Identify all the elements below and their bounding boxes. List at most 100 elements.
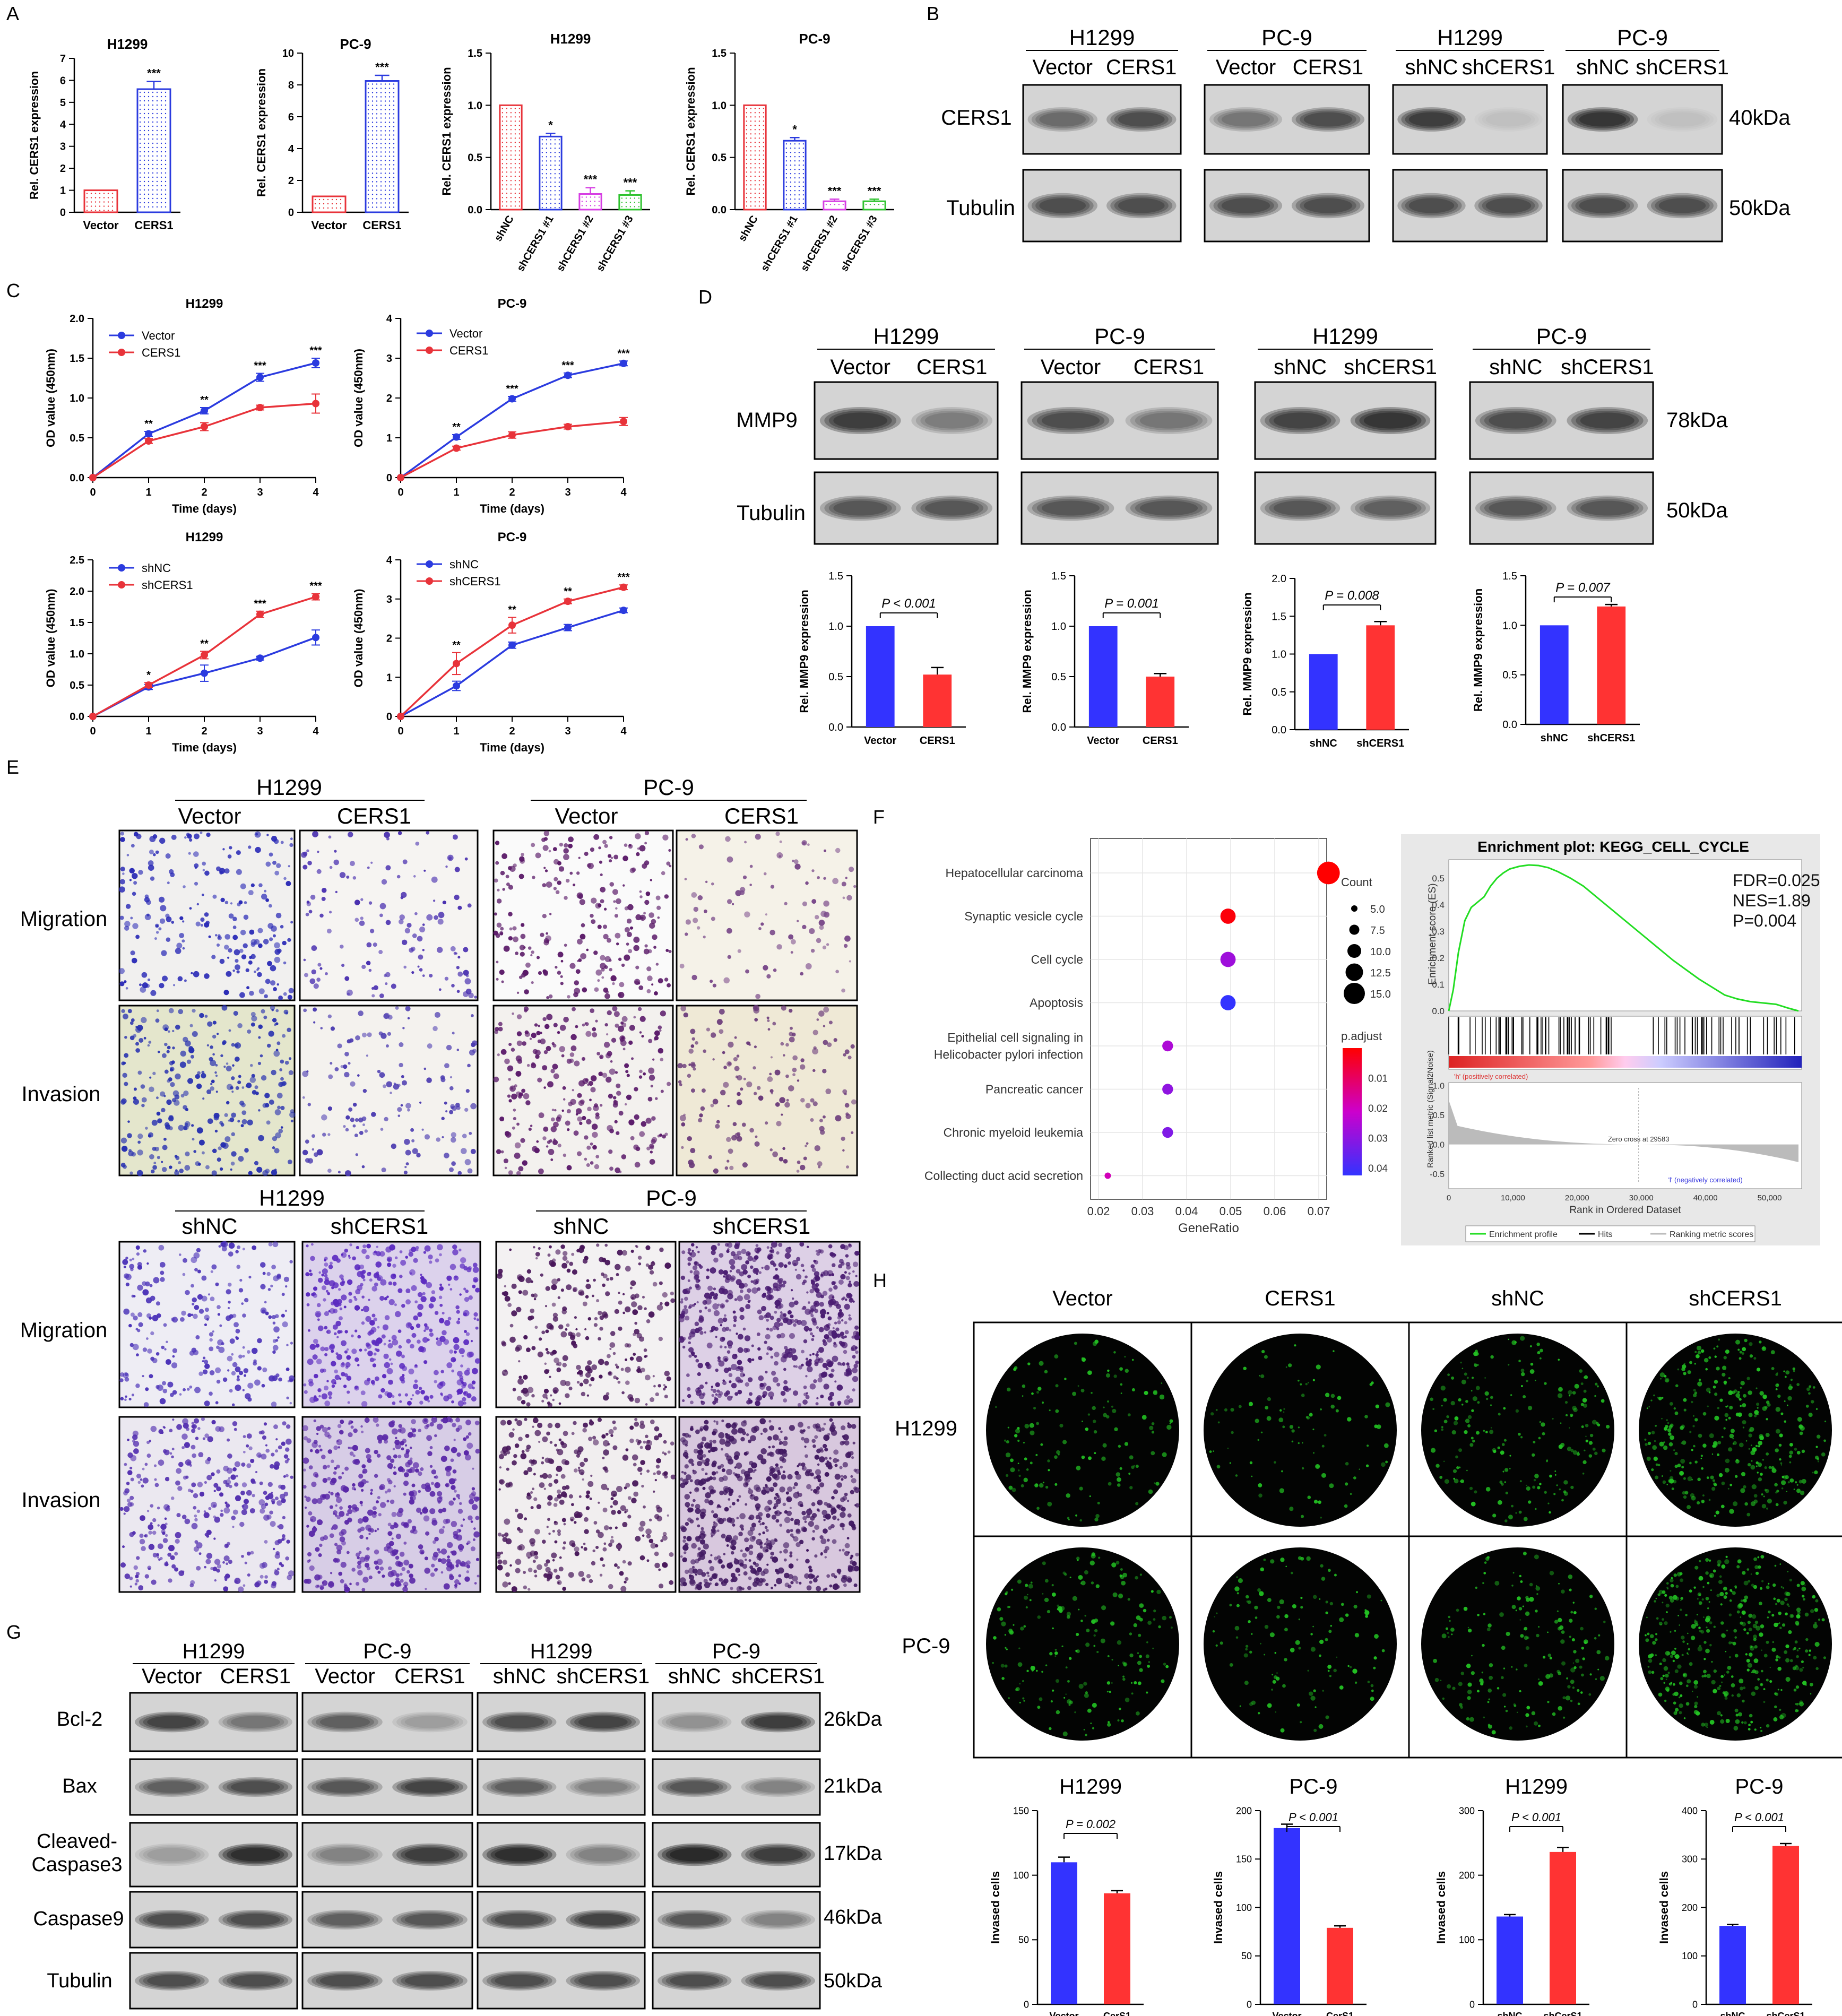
band bbox=[566, 1777, 640, 1797]
cell bbox=[836, 1304, 841, 1309]
cell bbox=[384, 1117, 388, 1122]
cell bbox=[306, 1244, 309, 1248]
cell bbox=[138, 870, 143, 875]
cell bbox=[610, 975, 617, 982]
y-tick-label: 0.0 bbox=[70, 711, 84, 723]
band bbox=[1027, 495, 1114, 521]
blot-membrane bbox=[1469, 381, 1654, 460]
cell bbox=[272, 1136, 278, 1141]
cell bbox=[350, 861, 355, 867]
cell bbox=[131, 1294, 135, 1298]
cell bbox=[626, 931, 632, 937]
bar-dot bbox=[501, 205, 504, 207]
cell bbox=[161, 1107, 166, 1113]
cell bbox=[362, 1123, 365, 1127]
cell bbox=[120, 837, 125, 842]
band bbox=[312, 1972, 378, 1989]
cell bbox=[125, 1395, 127, 1398]
bar-dot bbox=[510, 125, 512, 126]
cell bbox=[272, 1146, 275, 1149]
cell bbox=[542, 1065, 548, 1071]
bar-dot bbox=[802, 160, 805, 162]
cell bbox=[745, 969, 749, 974]
cell bbox=[562, 1086, 566, 1090]
bar-dot bbox=[143, 117, 145, 119]
bar-dot bbox=[754, 129, 756, 131]
cell bbox=[215, 1401, 219, 1405]
cell bbox=[237, 1375, 240, 1378]
cell bbox=[226, 1084, 233, 1091]
bar-dot bbox=[546, 198, 548, 200]
cell bbox=[333, 1332, 337, 1336]
band bbox=[661, 1911, 728, 1928]
cell bbox=[189, 1024, 193, 1027]
band bbox=[222, 1778, 289, 1796]
bar-dot bbox=[754, 197, 756, 198]
cell bbox=[316, 1303, 321, 1308]
bar-dot bbox=[758, 201, 760, 203]
cell bbox=[465, 1289, 469, 1293]
bar-dot bbox=[763, 112, 765, 114]
p-value: P = 0.002 bbox=[1066, 1818, 1115, 1831]
blot-membrane bbox=[129, 1952, 298, 2010]
y-tick-label: 400 bbox=[1682, 1805, 1698, 1816]
y-tick-label: 0.2 bbox=[1432, 953, 1445, 963]
bar-dot bbox=[143, 134, 145, 136]
cell bbox=[404, 1138, 410, 1145]
y-category-label: Hepatocellular carcinoma bbox=[945, 866, 1083, 880]
cell bbox=[187, 1313, 192, 1318]
band bbox=[307, 1711, 383, 1733]
bar-dot bbox=[746, 150, 748, 152]
cell bbox=[423, 1251, 427, 1254]
cell bbox=[357, 1335, 361, 1339]
bar-dot bbox=[148, 91, 150, 93]
lane-label: CERS1 bbox=[394, 1665, 465, 1688]
cell bbox=[333, 859, 339, 866]
band bbox=[1580, 412, 1635, 429]
cell bbox=[552, 1258, 556, 1262]
size-label: 46kDa bbox=[824, 1906, 883, 1928]
bar-dot bbox=[758, 108, 760, 109]
bar-dot bbox=[518, 184, 521, 186]
blot-membrane bbox=[301, 1692, 473, 1752]
band bbox=[566, 1971, 640, 1991]
y-tick-label: 0.0 bbox=[1272, 724, 1286, 736]
bar-dot bbox=[790, 165, 792, 166]
cell bbox=[704, 1306, 707, 1310]
cell bbox=[131, 1394, 135, 1397]
bar-dot bbox=[501, 108, 504, 109]
cell bbox=[383, 1013, 389, 1019]
cell bbox=[303, 1008, 307, 1013]
cell bbox=[586, 948, 589, 951]
cell bbox=[616, 1131, 620, 1135]
cell bbox=[823, 1040, 828, 1045]
cell bbox=[267, 961, 272, 966]
bar-dot bbox=[518, 142, 521, 143]
cell bbox=[391, 1335, 397, 1340]
plot-area bbox=[1090, 838, 1327, 1200]
band bbox=[404, 1975, 455, 1987]
band bbox=[227, 1780, 284, 1794]
cell bbox=[630, 1280, 636, 1286]
cell bbox=[684, 878, 687, 880]
x-tick-label: shCERS1 #3 bbox=[594, 214, 636, 274]
cell bbox=[747, 1377, 753, 1382]
cell bbox=[613, 1100, 619, 1105]
bar-dot bbox=[143, 142, 145, 144]
cell bbox=[219, 870, 223, 875]
y-tick-label: 1.0 bbox=[70, 648, 84, 660]
cell bbox=[238, 1288, 244, 1293]
y-tick-label: 1.5 bbox=[1051, 570, 1066, 582]
bar-dot bbox=[510, 154, 512, 156]
cell bbox=[788, 934, 794, 940]
cell bbox=[691, 974, 697, 981]
bar-dot bbox=[510, 201, 512, 203]
bar-dot bbox=[546, 152, 548, 153]
cell bbox=[652, 1282, 658, 1287]
bar-dot bbox=[550, 173, 552, 175]
bar-dot bbox=[790, 186, 792, 187]
bar-dot bbox=[754, 133, 756, 135]
bar-dot bbox=[550, 186, 552, 187]
cell bbox=[198, 1139, 205, 1146]
